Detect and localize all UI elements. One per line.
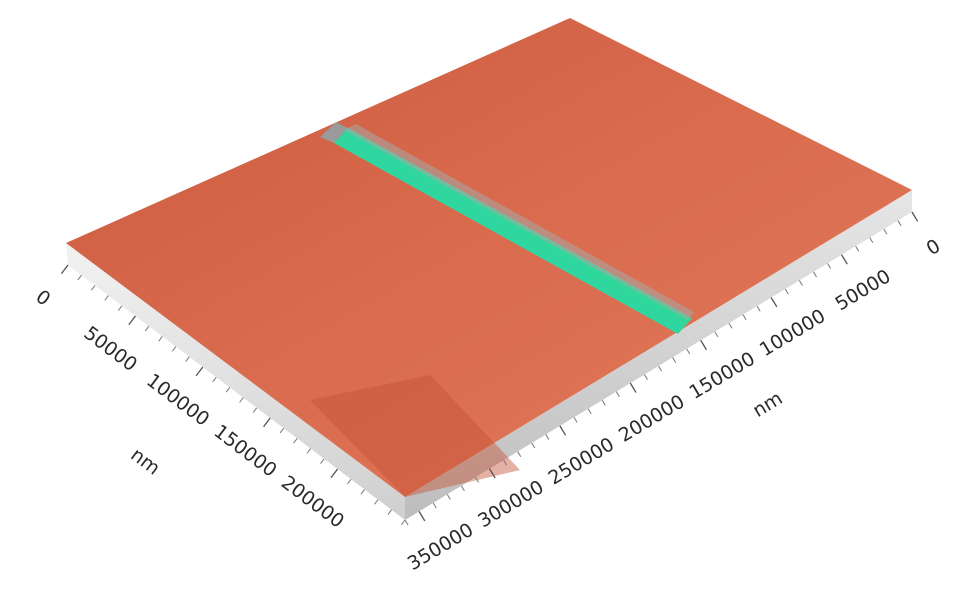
minor-tick <box>240 398 244 403</box>
minor-tick <box>546 434 549 439</box>
minor-tick <box>715 332 718 337</box>
x-tick <box>264 418 271 427</box>
minor-tick <box>145 326 149 331</box>
y-tick-label: 50000 <box>831 265 894 315</box>
y-tick-label: 100000 <box>756 305 830 361</box>
y-tick <box>701 340 707 349</box>
minor-tick <box>785 289 788 294</box>
minor-tick <box>673 357 676 362</box>
y-tick <box>912 212 918 221</box>
minor-tick <box>253 408 257 413</box>
y-tick <box>560 426 566 435</box>
x-tick-label: 150000 <box>210 420 281 481</box>
y-tick <box>771 298 777 307</box>
minor-tick <box>105 296 109 301</box>
x-tick <box>331 469 338 478</box>
minor-tick <box>347 479 351 484</box>
minor-tick <box>159 336 163 341</box>
y-tick-label: 300000 <box>474 476 548 532</box>
minor-tick <box>321 459 325 464</box>
minor-tick <box>828 263 831 268</box>
minor-tick <box>644 375 647 380</box>
minor-tick <box>518 452 521 457</box>
minor-tick <box>743 315 746 320</box>
x-tick <box>61 265 68 274</box>
minor-tick <box>118 306 122 311</box>
minor-tick <box>172 347 176 352</box>
minor-tick <box>78 275 82 280</box>
minor-tick <box>374 500 378 505</box>
minor-tick <box>226 387 230 392</box>
x-tick <box>196 367 203 376</box>
y-tick-label: 0 <box>923 235 945 260</box>
minor-tick <box>757 306 760 311</box>
minor-tick <box>294 438 298 443</box>
y-tick <box>842 255 848 264</box>
minor-tick <box>574 417 577 422</box>
minor-tick <box>91 285 95 290</box>
minor-tick <box>813 272 816 277</box>
minor-tick <box>659 366 662 371</box>
y-tick-label: 350000 <box>404 519 478 575</box>
minor-tick <box>401 520 405 525</box>
surface-chart: 050000100000150000200000nm05000010000015… <box>0 0 976 594</box>
minor-tick <box>388 510 392 515</box>
minor-tick <box>898 221 901 226</box>
minor-tick <box>361 489 365 494</box>
minor-tick <box>687 349 690 354</box>
x-tick-label: 0 <box>32 286 55 311</box>
page: {"chart_data": {"type": "surface3d", "x_… <box>0 0 976 594</box>
x-tick <box>129 316 136 325</box>
minor-tick <box>616 392 619 397</box>
y-tick-label: 250000 <box>545 433 619 489</box>
minor-tick <box>213 377 217 382</box>
minor-tick <box>856 246 859 251</box>
y-axis-title: nm <box>749 387 787 422</box>
minor-tick <box>461 486 464 491</box>
minor-tick <box>870 238 873 243</box>
x-tick-label: 100000 <box>142 369 213 430</box>
minor-tick <box>729 323 732 328</box>
y-tick <box>419 511 425 520</box>
minor-tick <box>447 494 450 499</box>
minor-tick <box>884 229 887 234</box>
minor-tick <box>307 449 311 454</box>
minor-tick <box>799 280 802 285</box>
minor-tick <box>602 400 605 405</box>
minor-tick <box>186 357 190 362</box>
x-tick-label: 50000 <box>80 322 142 376</box>
minor-tick <box>532 443 535 448</box>
minor-tick <box>405 520 408 525</box>
y-tick-label: 150000 <box>685 348 759 404</box>
y-tick <box>630 383 636 392</box>
y-tick-label: 200000 <box>615 391 689 447</box>
minor-tick <box>280 428 284 433</box>
minor-tick <box>588 409 591 414</box>
x-tick-label: 200000 <box>277 471 348 532</box>
x-axis-title: nm <box>126 444 164 480</box>
minor-tick <box>433 503 436 508</box>
